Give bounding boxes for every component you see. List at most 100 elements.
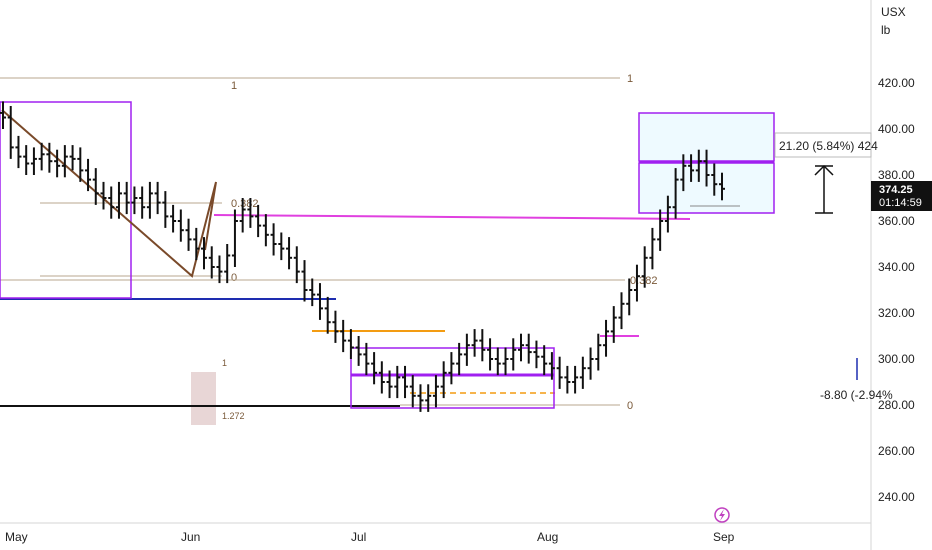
ohlc-bar xyxy=(324,296,331,334)
ohlc-bar xyxy=(386,370,393,399)
y-tick-label: 280.00 xyxy=(878,398,915,412)
fib-small-label-1: 1 xyxy=(222,358,227,368)
ohlc-bar xyxy=(270,223,277,256)
ohlc-bar xyxy=(15,135,22,169)
trend-line-magenta[interactable] xyxy=(213,214,691,220)
ohlc-bar xyxy=(649,227,656,270)
ohlc-bar xyxy=(301,260,308,302)
ohlc-bar xyxy=(293,246,300,284)
ohlc-bar xyxy=(502,347,509,376)
ohlc-bar xyxy=(610,306,617,343)
fib-small-label-1272: 1.272 xyxy=(222,411,245,421)
ohlc-bar xyxy=(85,158,92,192)
fib-label-0382: 0.382 xyxy=(231,198,259,210)
ohlc-bar xyxy=(154,181,161,215)
ohlc-bar xyxy=(0,101,6,129)
price-tag xyxy=(871,181,932,211)
ohlc-bar xyxy=(711,163,718,196)
y-axis-ticks: 420.00 400.00 380.00 360.00 340.00 320.00 300.… xyxy=(878,76,915,504)
ohlc-bar xyxy=(69,145,76,171)
ohlc-bar xyxy=(208,246,215,279)
ohlc-bar xyxy=(394,365,401,399)
ohlc-bar xyxy=(170,204,177,233)
ohlc-bar xyxy=(177,209,184,242)
ohlc-bar xyxy=(255,204,262,238)
ohlc-bar xyxy=(286,237,293,270)
ohlc-bar xyxy=(38,142,45,171)
ohlc-bar xyxy=(363,342,370,376)
y-tick-label: 420.00 xyxy=(878,76,915,90)
ohlc-bar xyxy=(123,181,130,215)
lightning-icon[interactable] xyxy=(714,507,730,523)
unit-label: lb xyxy=(881,23,891,37)
ohlc-bar xyxy=(61,145,68,178)
ohlc-bar xyxy=(579,356,586,389)
range-box-bottom[interactable] xyxy=(350,347,555,409)
ohlc-bar xyxy=(77,147,84,182)
ohlc-bar xyxy=(633,264,640,302)
ohlc-bar xyxy=(371,352,378,385)
ohlc-bar xyxy=(487,338,494,371)
ohlc-bar xyxy=(719,172,725,201)
measure-tooltip xyxy=(774,132,872,158)
ohlc-bar xyxy=(262,214,269,247)
y-tick-label: 260.00 xyxy=(878,444,915,458)
y-tick-label: 400.00 xyxy=(878,122,915,136)
ohlc-bar xyxy=(525,333,532,364)
ohlc-bar xyxy=(402,365,409,399)
x-tick-label: May xyxy=(5,530,28,544)
x-axis-ticks: May Jun Jul Aug Sep xyxy=(5,530,735,544)
ohlc-bar xyxy=(695,149,702,182)
ohlc-bar xyxy=(479,329,486,362)
ohlc-bar xyxy=(664,195,671,233)
fib-shade-box xyxy=(191,372,216,425)
ohlc-bar xyxy=(626,278,633,316)
ohlc-bar xyxy=(517,333,524,362)
ohlc-bar xyxy=(347,329,354,359)
y-tick-label: 320.00 xyxy=(878,306,915,320)
ohlc-bar xyxy=(115,181,122,219)
ohlc-bar xyxy=(564,365,571,394)
x-tick-label: Sep xyxy=(713,530,735,544)
ohlc-bar xyxy=(100,181,107,210)
price-tag-value: 374.25 xyxy=(879,184,913,196)
ohlc-bar xyxy=(7,106,14,159)
ohlc-bar xyxy=(247,198,254,228)
ohlc-bar xyxy=(46,142,53,173)
y-tick-label: 360.00 xyxy=(878,214,915,228)
ohlc-bar xyxy=(278,232,285,261)
ohlc-bar xyxy=(548,352,555,380)
ohlc-bar xyxy=(680,154,687,192)
ohlc-bar xyxy=(23,145,30,175)
ohlc-bar xyxy=(494,347,501,376)
ohlc-bar xyxy=(309,278,316,307)
price-tag-countdown: 01:14:59 xyxy=(879,197,922,209)
ohlc-bar xyxy=(541,345,548,376)
ohlc-bar xyxy=(146,181,153,219)
ohlc-series xyxy=(0,101,725,412)
ohlc-bar xyxy=(316,283,323,320)
ohlc-bar xyxy=(703,149,710,187)
ohlc-bar xyxy=(216,255,223,284)
ohlc-bar xyxy=(378,361,385,394)
ohlc-bar xyxy=(618,292,625,330)
x-tick-label: Aug xyxy=(537,530,558,544)
measure-label-2: -8.80 (-2.94% xyxy=(820,388,893,402)
ohlc-bar xyxy=(641,246,648,288)
ohlc-bar xyxy=(603,319,610,357)
ohlc-bar xyxy=(139,186,146,219)
fib-label-right-1: 1 xyxy=(627,73,633,85)
ohlc-bar xyxy=(332,310,339,343)
ohlc-bar xyxy=(162,191,169,228)
ohlc-bar xyxy=(239,198,246,233)
ohlc-bar xyxy=(108,186,115,219)
ohlc-bar xyxy=(193,227,200,261)
y-tick-label: 340.00 xyxy=(878,260,915,274)
ohlc-bar xyxy=(425,384,432,412)
ohlc-bar xyxy=(587,347,594,380)
ohlc-bar xyxy=(355,336,362,366)
ohlc-bar xyxy=(201,237,208,270)
ohlc-bar xyxy=(432,375,439,408)
range-box-left[interactable] xyxy=(0,101,132,299)
